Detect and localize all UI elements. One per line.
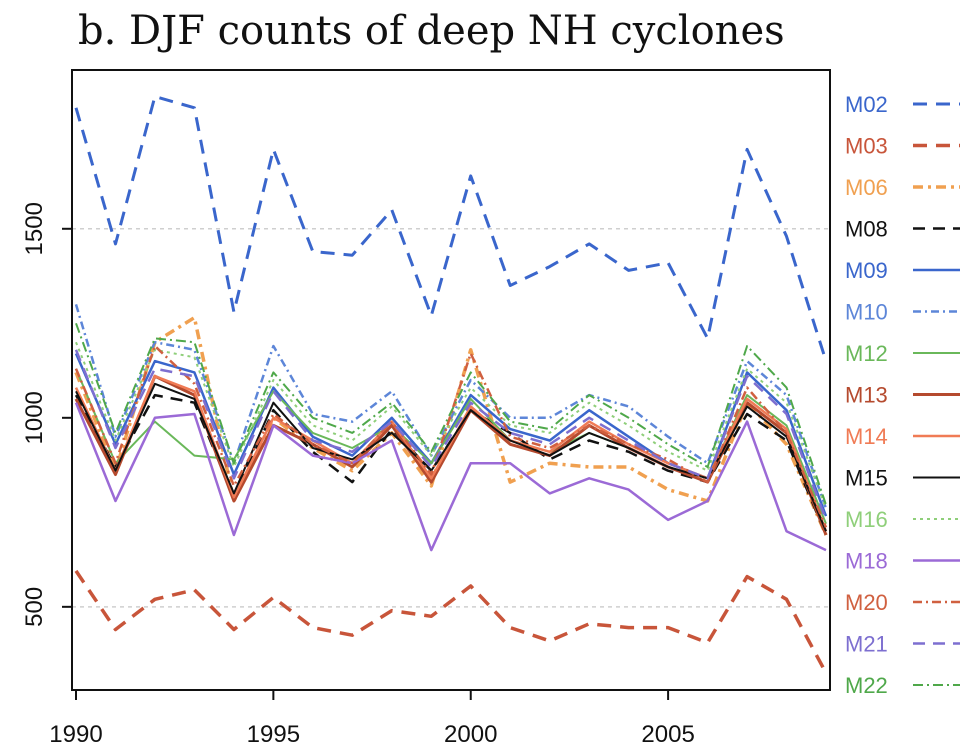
- series-line-m16: [75, 341, 827, 509]
- legend-label-m12: M12: [845, 341, 888, 366]
- x-tick-label: 2005: [641, 721, 694, 748]
- series-line-m06: [74, 315, 828, 536]
- legend-label-m21: M21: [845, 632, 888, 657]
- legend-label-m16: M16: [845, 507, 888, 532]
- x-tick-label: 1995: [247, 721, 300, 748]
- legend: M02 M03 M06 M08 M09 M10 M12 M13 M14 M15 M16 M18 M20 M…: [845, 92, 960, 698]
- plot-frame: [71, 69, 831, 691]
- series-line-m15: [75, 382, 827, 532]
- legend-label-m13: M13: [845, 383, 888, 408]
- series-line-m02: [74, 95, 828, 362]
- legend-label-m02: M02: [845, 92, 888, 117]
- series-line-m03: [74, 569, 828, 674]
- chart-title: b. DJF counts of deep NH cyclones: [78, 8, 785, 54]
- y-tick-label: 500: [21, 587, 48, 627]
- series-line-m20: [74, 344, 828, 528]
- legend-label-m20: M20: [845, 590, 888, 615]
- axes: 1990 1995 2000 2005 500 1000 1500: [21, 202, 695, 748]
- y-tick-label: 1500: [21, 202, 48, 255]
- x-tick-label: 1990: [49, 721, 102, 748]
- legend-label-m14: M14: [845, 424, 888, 449]
- legend-label-m06: M06: [845, 175, 888, 200]
- series-line-m21: [74, 349, 828, 521]
- series-line-m10: [74, 304, 828, 509]
- legend-label-m03: M03: [845, 134, 888, 159]
- legend-label-m09: M09: [845, 258, 888, 283]
- y-tick-label: 1000: [21, 391, 48, 444]
- legend-label-m22: M22: [845, 673, 888, 698]
- series-line-m18: [74, 402, 827, 552]
- legend-label-m15: M15: [845, 466, 888, 491]
- legend-label-m08: M08: [845, 217, 888, 242]
- series-lines: [74, 95, 828, 674]
- gridlines: [72, 228, 830, 608]
- legend-label-m18: M18: [845, 549, 888, 574]
- series-line-m22: [75, 322, 827, 506]
- x-tick-label: 2000: [444, 721, 497, 748]
- legend-label-m10: M10: [845, 300, 888, 325]
